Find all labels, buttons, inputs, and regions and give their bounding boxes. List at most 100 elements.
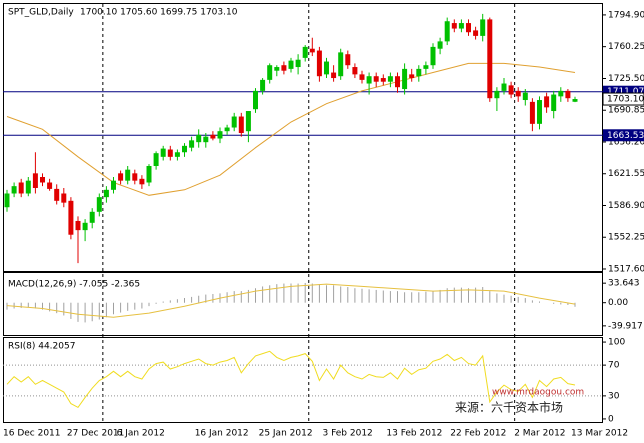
candle-body [395,76,400,88]
candle-body [295,59,301,68]
candle-body [111,180,116,190]
x-tick-label: 27 Dec 2011 [67,429,125,439]
candle-body [238,116,244,134]
candle-body [537,100,542,124]
y-tick-label: 1552.25 [608,233,644,243]
level-label: 1711.07 [607,87,644,97]
candle-body [54,188,60,201]
last-price-label: 1703.10 [607,95,644,105]
y-tick-label: 1586.90 [608,201,644,211]
candle-body [267,65,273,80]
x-tick-label: 2 Mar 2012 [514,429,565,439]
last-price-box [602,92,644,106]
candle-body [274,67,280,71]
x-tick-label: 13 Mar 2012 [571,429,628,439]
candle-body [82,222,88,231]
candle-body [189,140,195,148]
candle-body [217,131,223,139]
candle-body [352,67,358,75]
candle-body [466,23,471,33]
y-tick-label: 0 [608,414,614,424]
candle-body [40,176,45,183]
y-tick-label: 1760.25 [608,42,644,52]
candle-body [32,173,38,188]
candle-body [139,178,145,185]
candle-body [153,153,159,166]
y-tick-label: 1690.85 [608,106,644,116]
watermark-url: www.mrdaogou.com [492,388,584,398]
candle-body [345,54,351,66]
candle-body [331,72,337,79]
candle-body [302,46,308,58]
candle-body [196,134,202,143]
y-tick-label: 1621.55 [608,169,644,179]
candle-body [565,90,571,99]
candle-body [4,193,10,208]
rsi-title: RSI(8) 44.2057 [8,342,75,352]
candle-body [409,74,415,79]
y-tick-label: 0.00 [608,298,628,308]
candle-body [572,99,578,102]
candle-body [494,90,500,99]
candle-body [224,127,230,132]
y-tick-label: 1517.60 [608,264,644,274]
ohlc-header: 1700.10 1705.60 1699.75 1703.10 [80,8,238,18]
y-tick-label: 1794.90 [608,10,644,20]
candle-body [25,180,31,194]
candle-body [515,90,521,97]
candle-body [182,145,187,153]
candle-body [118,173,124,181]
candle-body [89,211,95,223]
candle-body [146,165,152,183]
candle-body [551,94,557,112]
chart-title: SPT_GLD,Daily [8,8,74,18]
rsi-panel [3,337,603,423]
y-tick-label: 1725.50 [608,74,644,84]
candle-body [508,85,514,95]
x-tick-label: 16 Dec 2011 [3,429,61,439]
x-tick-label: 3 Feb 2012 [323,429,373,439]
candle-body [132,173,138,181]
candle-body [309,48,315,53]
watermark-source: 来源：六千资本市场 [455,400,563,415]
candle-body [338,52,344,77]
macd-panel [3,272,603,336]
candle-body [324,61,329,75]
candle-body [529,101,535,124]
candle-body [288,60,294,69]
candle-body [444,21,450,42]
candle-body [160,148,166,157]
candle-body [231,116,237,128]
candle-body [544,96,550,108]
candle-body [281,65,287,71]
candle-body [11,186,17,194]
candle-body [387,76,393,82]
candle-body [125,169,131,181]
candle-body [487,19,493,99]
signal-line [6,283,576,318]
candle-body [380,78,386,82]
candle-body [103,189,109,198]
candle-body [373,76,379,82]
y-tick-label: 33.643 [608,279,640,289]
candle-body [451,23,457,29]
y-tick-label: 1656.20 [608,137,644,147]
x-tick-label: 13 Feb 2012 [386,429,442,439]
moving-average [6,62,576,196]
candle-body [423,65,429,69]
x-tick-label: 6 Jan 2012 [117,429,165,439]
level-label: 1663.53 [607,131,644,141]
candle-body [75,220,81,231]
candle-body [68,200,74,235]
candle-body [96,197,102,212]
candle-body [501,83,507,91]
y-tick-label: 30 [608,391,620,401]
candle-body [480,19,486,36]
candle-body [18,182,24,194]
x-tick-label: 25 Jan 2012 [259,429,313,439]
candle-body [245,111,251,132]
candle-body [416,68,422,77]
y-tick-label: 70 [608,361,620,371]
